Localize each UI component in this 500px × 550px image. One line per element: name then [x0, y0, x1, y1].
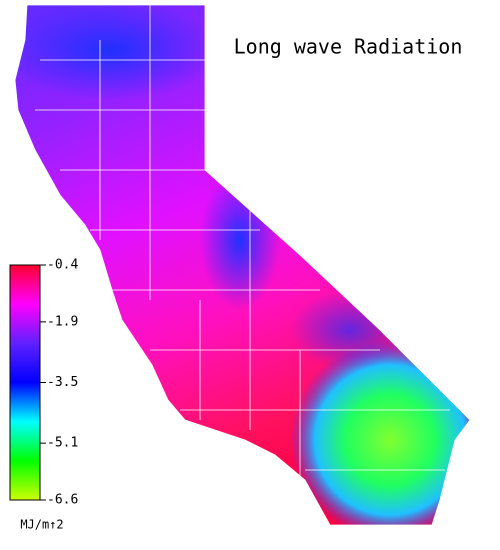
- colorbar: -0.4 -1.9 -3.5 -5.1 -6.6 MJ/m↑2: [9, 258, 78, 532]
- colorbar-tick-label: -0.4: [47, 258, 78, 273]
- county-lines: [14, 4, 471, 526]
- colorbar-tick-label: -5.1: [47, 436, 78, 451]
- colorbar-tick-label: -1.9: [47, 314, 78, 329]
- map-title: Long wave Radiation: [234, 35, 463, 59]
- colorbar-tick-label: -6.6: [47, 493, 78, 508]
- colorbar-unit: MJ/m↑2: [20, 518, 63, 532]
- colorbar-bar: [9, 264, 41, 501]
- colorbar-tick-label: -3.5: [47, 375, 78, 390]
